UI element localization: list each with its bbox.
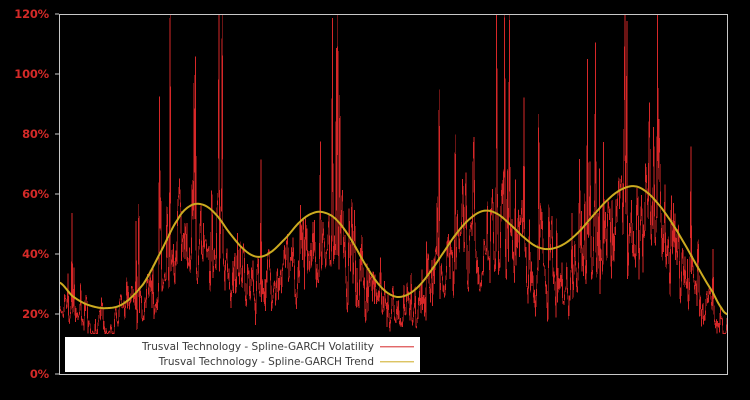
y-axis-tick-label: 120% [14, 7, 49, 21]
line-swatch-icon [380, 358, 414, 367]
legend-label-volatility: Trusval Technology - Spline-GARCH Volati… [142, 341, 374, 353]
y-axis-tick-mark [55, 73, 59, 75]
plot-area [59, 14, 728, 375]
chart-legend: Trusval Technology - Spline-GARCH Volati… [65, 337, 420, 372]
legend-item-trend: Trusval Technology - Spline-GARCH Trend [65, 355, 420, 370]
y-axis-tick-mark [55, 373, 59, 375]
y-axis-tick-label: 100% [14, 67, 49, 81]
legend-item-volatility: Trusval Technology - Spline-GARCH Volati… [65, 340, 420, 355]
y-axis: 0% 20% 40% 60% 80% 100% 120% [0, 0, 59, 400]
trend-series-line [60, 185, 727, 316]
plot-canvas [60, 15, 727, 335]
legend-label-trend: Trusval Technology - Spline-GARCH Trend [158, 356, 374, 368]
y-axis-tick-mark [55, 253, 59, 255]
y-axis-tick-label: 60% [22, 187, 49, 201]
volatility-series-line [60, 15, 727, 335]
y-axis-tick-mark [55, 193, 59, 195]
y-axis-tick-label: 20% [22, 307, 49, 321]
y-axis-tick-mark [55, 133, 59, 135]
y-axis-tick-label: 40% [22, 247, 49, 261]
y-axis-tick-label: 80% [22, 127, 49, 141]
y-axis-tick-mark [55, 13, 59, 15]
y-axis-tick-label: 0% [29, 367, 49, 381]
y-axis-tick-mark [55, 313, 59, 315]
line-swatch-icon [380, 343, 414, 352]
